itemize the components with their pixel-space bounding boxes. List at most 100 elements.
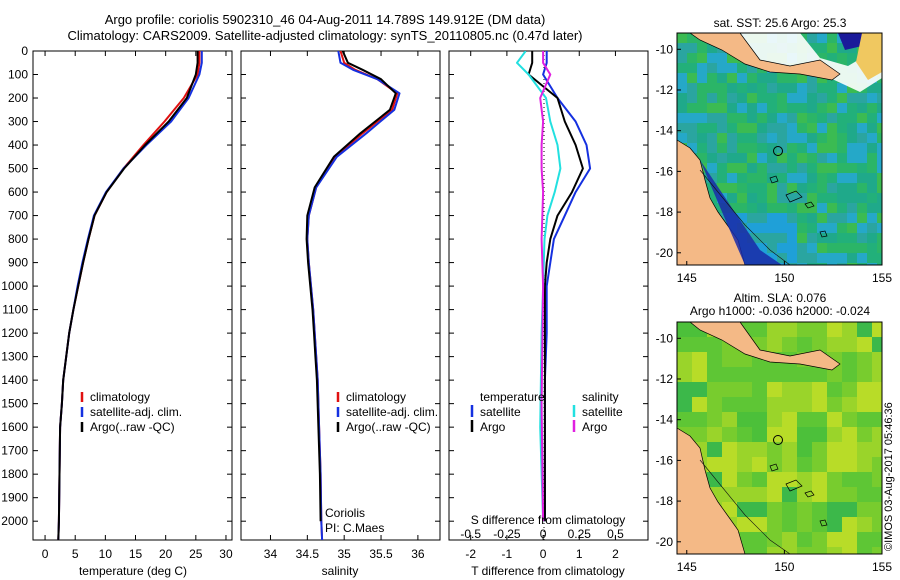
sla-cell [857,532,872,547]
sla-cell [812,457,827,472]
sla-cell [857,352,872,367]
sst-cell [827,113,837,123]
sst-cell [707,193,717,203]
sla-cell [677,397,692,412]
sla-cell [767,502,782,517]
pi-label: PI: C.Maes [325,521,384,535]
sst-cell [767,83,777,93]
sst-cell [807,253,817,263]
sst-cell [867,113,877,123]
sst-cell [767,153,777,163]
sst-cell [837,93,847,103]
sst-cell [837,153,847,163]
sla-cell [782,322,797,337]
sst-cell [737,143,747,153]
sla-cell [767,487,782,502]
sla-cell [737,457,752,472]
map-x-tick-label: 145 [677,271,697,285]
sla-cell [872,502,882,517]
sst-cell [837,53,847,63]
sla-cell [797,397,812,412]
diff-legend-argo-temp-label: Argo [480,420,506,434]
sla-cell [812,367,827,382]
sst-cell [867,183,877,193]
sst-cell [707,53,717,63]
sst-cell [727,173,737,183]
sla-cell [842,397,857,412]
sst-cell [747,203,757,213]
legend-satellite-label: satellite-adj. clim. [90,405,182,419]
x-tick-label: 34.5 [296,547,320,561]
x-tick-label: 15 [129,547,143,561]
sst-cell [817,103,827,113]
sst-cell [837,43,847,53]
difference-plot-area [516,51,592,540]
sst-cell [747,163,757,173]
sst-cell [747,123,757,133]
sst-cell [877,123,882,133]
sla-cell [737,442,752,457]
sla-cell [872,442,882,457]
sst-cell [747,83,757,93]
sst-cell [717,103,727,113]
sla-cell [677,367,692,382]
sst-cell [797,143,807,153]
sla-cell [707,472,722,487]
sla-cell [707,457,722,472]
sst-cell [727,93,737,103]
sla-cell [827,412,842,427]
map-x-tick-label: 150 [774,271,794,285]
sst-cell [847,133,857,143]
sla-cell [842,367,857,382]
sst-cell [877,103,882,113]
sst-cell [857,233,867,243]
sla-cell [842,442,857,457]
sla-cell [857,322,872,337]
sst-cell [707,163,717,173]
sst-cell [757,103,767,113]
sst-cell [737,73,747,83]
sst-cell [777,183,787,193]
y-tick-label: 1100 [2,303,28,317]
salinity-ticks: 34 34.5 35 35.5 36 [241,50,440,561]
sst-cell [847,113,857,123]
sst-cell [777,193,787,203]
sst-cell [777,153,787,163]
sst-cell [747,63,757,73]
sst-cell [687,73,697,83]
sst-cell [807,203,817,213]
sst-cell [827,183,837,193]
sst-cell [827,203,837,213]
sst-cell [787,143,797,153]
sla-cell [737,427,752,442]
x-tick-label: 36 [411,547,425,561]
sst-cell [797,73,807,83]
sst-cell [677,33,687,43]
sst-cell [877,193,882,203]
sst-cell [737,83,747,93]
x-tick-label: 5 [72,547,79,561]
sst-cell [807,173,817,183]
sla-cell [797,427,812,442]
y-tick-label: 200 [8,91,28,105]
sla-cell [827,382,842,397]
y-tick-label: 700 [8,209,28,223]
sst-map-frame [676,32,883,266]
sst-cell [827,83,837,93]
sst-cell [877,213,882,223]
sst-cell [697,123,707,133]
sst-cell [747,73,757,83]
sla-cell [752,412,767,427]
sla-cell [812,397,827,412]
sst-cell [737,113,747,123]
sst-cell [757,93,767,103]
sst-cell [867,123,877,133]
sst-cell [777,253,787,263]
sla-cell [722,427,737,442]
sst-cell [707,63,717,73]
sst-cell [877,243,882,253]
sla-cell [677,322,692,337]
sla-map-title-line1: Altim. SLA: 0.076 [733,291,827,305]
sst-cell [757,123,767,133]
sst-cell [777,203,787,213]
